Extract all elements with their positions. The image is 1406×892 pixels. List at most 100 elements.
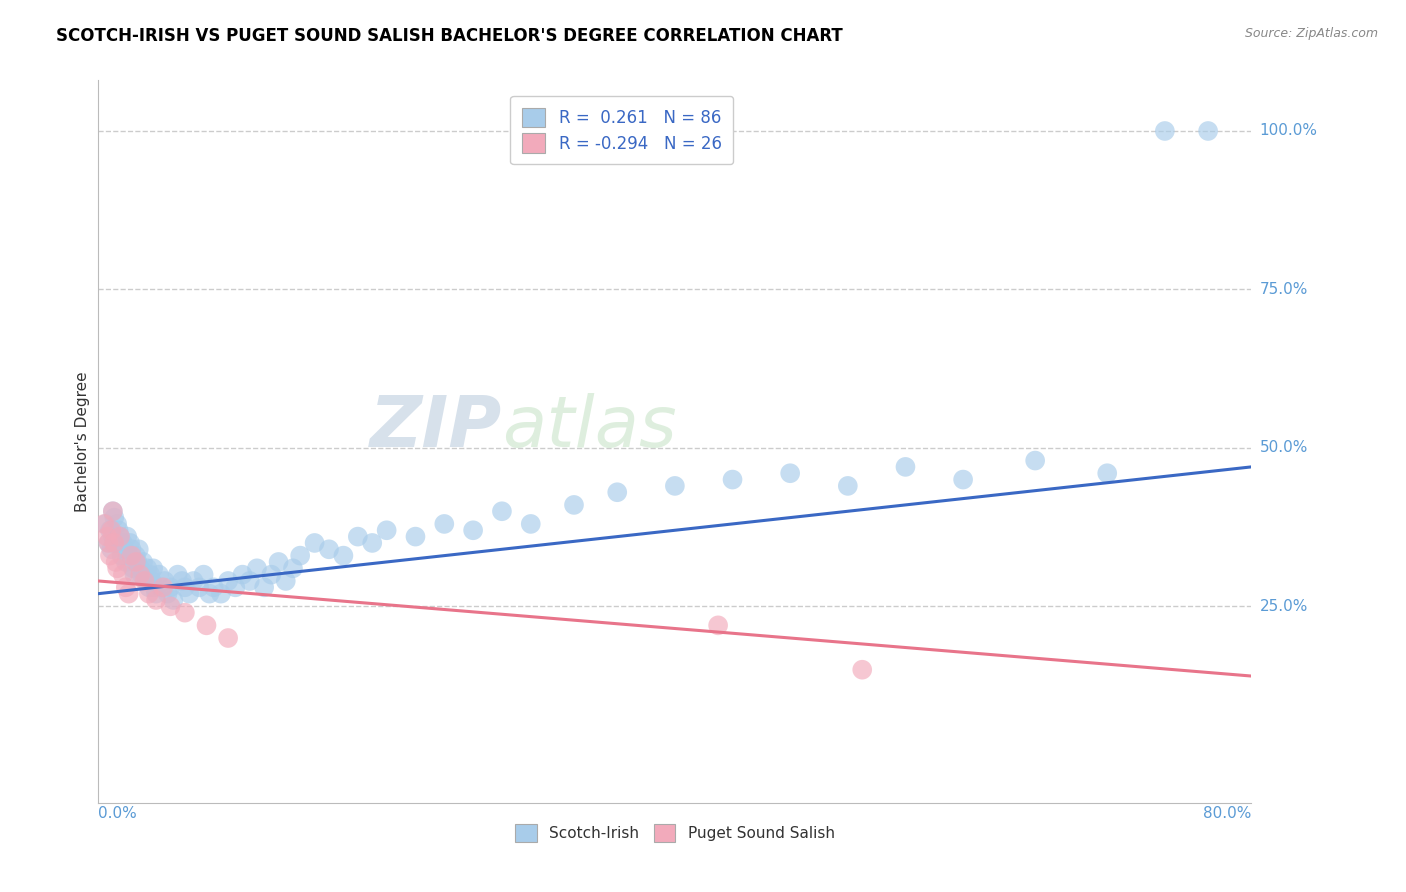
Point: [159, 580, 181, 594]
Point: [114, 580, 136, 594]
Point: [112, 542, 135, 557]
Point: [118, 549, 141, 563]
Point: [183, 574, 205, 588]
Point: [122, 561, 145, 575]
Point: [121, 542, 143, 557]
Point: [1154, 124, 1177, 138]
Point: [779, 467, 801, 481]
Point: [491, 504, 513, 518]
Point: [952, 473, 974, 487]
Text: ZIP: ZIP: [370, 392, 502, 461]
Point: [111, 567, 134, 582]
Point: [1197, 124, 1219, 138]
Point: [153, 574, 176, 588]
Point: [94, 516, 117, 531]
Text: 100.0%: 100.0%: [1260, 123, 1317, 138]
Y-axis label: Bachelor's Degree: Bachelor's Degree: [75, 371, 90, 512]
Legend: Scotch-Irish, Puget Sound Salish: Scotch-Irish, Puget Sound Salish: [508, 816, 842, 849]
Point: [606, 485, 628, 500]
Point: [114, 555, 136, 569]
Point: [131, 567, 153, 582]
Point: [110, 549, 132, 563]
Point: [195, 618, 218, 632]
Point: [461, 523, 484, 537]
Point: [304, 536, 326, 550]
Point: [121, 549, 143, 563]
Point: [139, 567, 162, 582]
Point: [174, 580, 197, 594]
Point: [318, 542, 340, 557]
Point: [101, 504, 124, 518]
Point: [120, 536, 142, 550]
Point: [260, 567, 283, 582]
Point: [135, 574, 157, 588]
Point: [170, 574, 193, 588]
Point: [361, 536, 384, 550]
Point: [193, 567, 215, 582]
Point: [253, 580, 276, 594]
Point: [143, 580, 166, 594]
Point: [98, 549, 121, 563]
Text: 25.0%: 25.0%: [1260, 599, 1308, 614]
Text: 0.0%: 0.0%: [98, 806, 138, 821]
Point: [145, 587, 167, 601]
Point: [138, 580, 160, 594]
Point: [141, 574, 163, 588]
Point: [97, 536, 120, 550]
Point: [267, 555, 290, 569]
Point: [111, 536, 134, 550]
Text: atlas: atlas: [502, 392, 676, 461]
Point: [127, 555, 149, 569]
Point: [93, 516, 115, 531]
Point: [118, 587, 141, 601]
Text: 50.0%: 50.0%: [1260, 441, 1308, 456]
Point: [101, 530, 124, 544]
Point: [108, 530, 131, 544]
Point: [851, 663, 873, 677]
Point: [96, 530, 118, 544]
Point: [664, 479, 686, 493]
Text: Source: ZipAtlas.com: Source: ZipAtlas.com: [1244, 27, 1378, 40]
Point: [100, 542, 122, 557]
Point: [290, 549, 312, 563]
Point: [128, 542, 150, 557]
Point: [132, 555, 155, 569]
Point: [231, 567, 254, 582]
Point: [136, 561, 159, 575]
Point: [129, 567, 152, 582]
Point: [562, 498, 585, 512]
Point: [108, 530, 131, 544]
Point: [104, 536, 127, 550]
Point: [101, 504, 124, 518]
Point: [188, 580, 211, 594]
Point: [148, 567, 170, 582]
Point: [239, 574, 262, 588]
Text: 80.0%: 80.0%: [1204, 806, 1251, 821]
Point: [217, 631, 239, 645]
Point: [209, 587, 232, 601]
Point: [97, 536, 120, 550]
Point: [142, 561, 165, 575]
Point: [202, 580, 225, 594]
Point: [281, 561, 304, 575]
Point: [217, 574, 239, 588]
Point: [107, 523, 129, 537]
Point: [100, 523, 122, 537]
Point: [174, 606, 197, 620]
Point: [138, 587, 160, 601]
Point: [134, 567, 156, 582]
Point: [105, 516, 128, 531]
Point: [346, 530, 368, 544]
Point: [166, 567, 188, 582]
Point: [129, 561, 152, 575]
Point: [145, 593, 167, 607]
Point: [520, 516, 543, 531]
Point: [134, 574, 156, 588]
Point: [159, 599, 181, 614]
Point: [179, 587, 201, 601]
Point: [224, 580, 246, 594]
Text: 75.0%: 75.0%: [1260, 282, 1308, 297]
Point: [103, 536, 125, 550]
Point: [1097, 467, 1119, 481]
Point: [274, 574, 297, 588]
